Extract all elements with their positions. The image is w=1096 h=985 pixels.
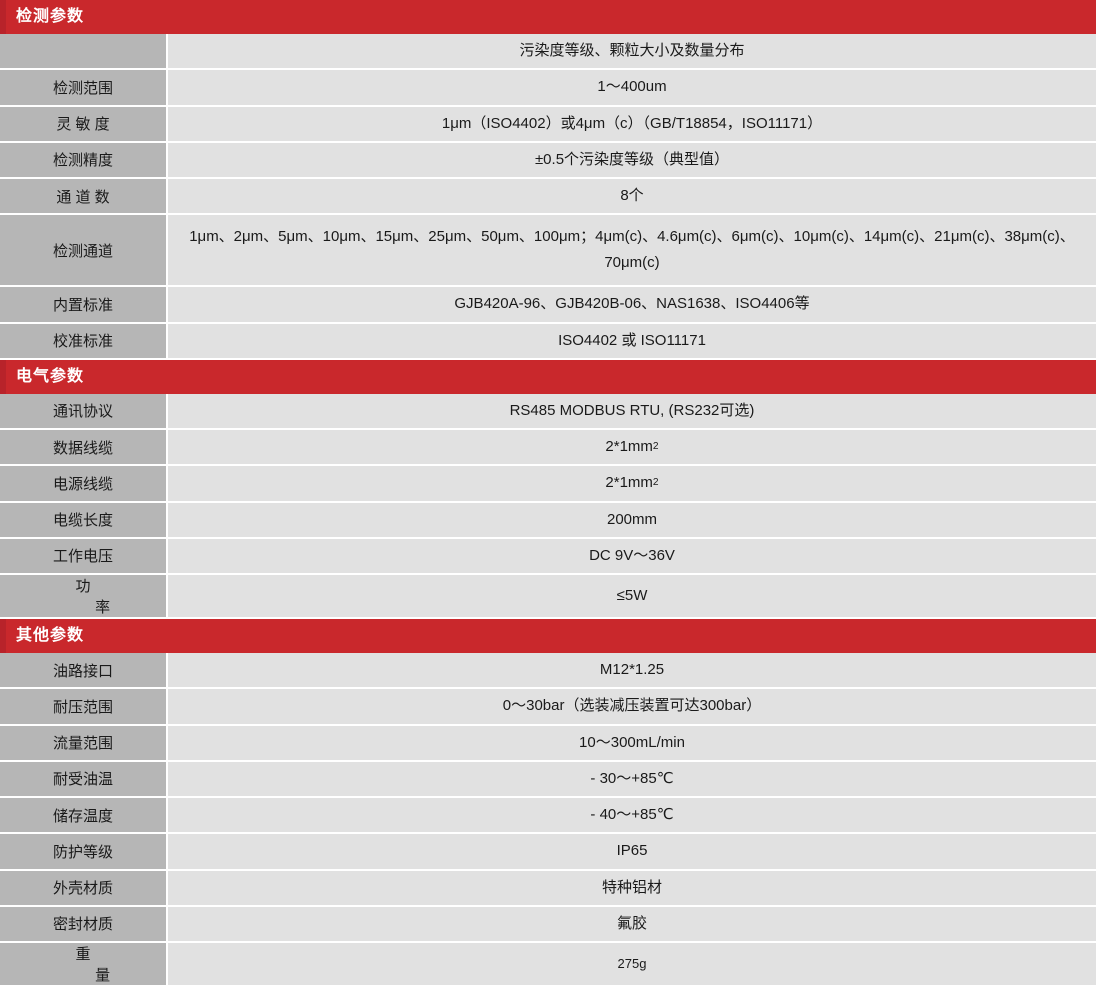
row-value: ISO4402 或 ISO11171 bbox=[168, 323, 1096, 358]
row-label: 耐压范围 bbox=[0, 689, 168, 724]
row-value: - 40～+85℃ bbox=[168, 798, 1096, 833]
row-value: 1～400um bbox=[168, 70, 1096, 105]
section-title: 其他参数 bbox=[16, 627, 85, 644]
row-value: 特种铝材 bbox=[168, 870, 1096, 905]
row-label: 储存温度 bbox=[0, 798, 168, 833]
row-label: 外壳材质 bbox=[0, 870, 168, 905]
row-label: 电缆长度 bbox=[0, 502, 168, 537]
table-row: 功 率 ≤5W bbox=[0, 575, 1096, 619]
row-label: 检测通道 bbox=[0, 215, 168, 286]
row-value: 0～30bar（选装减压装置可达300bar） bbox=[168, 689, 1096, 724]
table-row: 灵 敏 度 1μm（ISO4402）或4μm（c）（GB/T18854，ISO1… bbox=[0, 106, 1096, 143]
table-row: 数据线缆 2*1mm 2 bbox=[0, 430, 1096, 467]
table-row: 电缆长度 200mm bbox=[0, 502, 1096, 539]
table-row: 重 量 275g bbox=[0, 943, 1096, 985]
row-label: 校准标准 bbox=[0, 323, 168, 358]
table-row: 检测通道 1μm、2μm、5μm、10μm、15μm、25μm、50μm、100… bbox=[0, 215, 1096, 288]
row-value: 200mm bbox=[168, 502, 1096, 537]
section-header-electrical: 电气参数 bbox=[0, 359, 1096, 394]
table-row: 外壳材质 特种铝材 bbox=[0, 870, 1096, 907]
table-row: 通 道 数 8个 bbox=[0, 179, 1096, 216]
row-value: 1μm、2μm、5μm、10μm、15μm、25μm、50μm、100μm；4μ… bbox=[168, 215, 1096, 286]
row-value: 275g bbox=[168, 943, 1096, 985]
row-label: 通 道 数 bbox=[0, 179, 168, 214]
row-label: 功 率 bbox=[0, 575, 168, 617]
row-label: 检测精度 bbox=[0, 142, 168, 177]
row-label: 流量范围 bbox=[0, 725, 168, 760]
table-row: 内置标准 GJB420A-96、GJB420B-06、NAS1638、ISO44… bbox=[0, 287, 1096, 324]
row-value: RS485 MODBUS RTU, (RS232可选) bbox=[168, 393, 1096, 428]
table-row: 流量范围 10～300mL/min bbox=[0, 725, 1096, 762]
table-row: 油路接口 M12*1.25 bbox=[0, 653, 1096, 690]
row-label: 重 量 bbox=[0, 943, 168, 985]
row-value: 8个 bbox=[168, 179, 1096, 214]
row-value: ±0.5个污染度等级（典型值） bbox=[168, 142, 1096, 177]
table-row: 密封材质 氟胶 bbox=[0, 906, 1096, 943]
table-row: 检测范围 1～400um bbox=[0, 70, 1096, 107]
row-value: - 30～+85℃ bbox=[168, 761, 1096, 796]
table-row: 耐压范围 0～30bar（选装减压装置可达300bar） bbox=[0, 689, 1096, 726]
row-value: 2*1mm 2 bbox=[168, 466, 1096, 501]
row-value: 污染度等级、颗粒大小及数量分布 bbox=[168, 34, 1096, 69]
row-value: ≤5W bbox=[168, 575, 1096, 617]
row-label: 密封材质 bbox=[0, 906, 168, 941]
row-label: 检测范围 bbox=[0, 70, 168, 105]
table-row: 污染度等级、颗粒大小及数量分布 bbox=[0, 34, 1096, 71]
row-value: 氟胶 bbox=[168, 906, 1096, 941]
row-value: 2*1mm 2 bbox=[168, 430, 1096, 465]
row-value: 1μm（ISO4402）或4μm（c）（GB/T18854，ISO11171） bbox=[168, 106, 1096, 141]
table-row: 校准标准 ISO4402 或 ISO11171 bbox=[0, 323, 1096, 360]
row-label: 油路接口 bbox=[0, 653, 168, 688]
table-row: 防护等级 IP65 bbox=[0, 834, 1096, 871]
section-header-other: 其他参数 bbox=[0, 619, 1096, 653]
row-label: 数据线缆 bbox=[0, 430, 168, 465]
table-row: 工作电压 DC 9V～36V bbox=[0, 538, 1096, 575]
table-row: 检测精度 ±0.5个污染度等级（典型值） bbox=[0, 142, 1096, 179]
row-label: 防护等级 bbox=[0, 834, 168, 869]
section-title: 检测参数 bbox=[16, 8, 85, 25]
row-label: 电源线缆 bbox=[0, 466, 168, 501]
row-label: 通讯协议 bbox=[0, 393, 168, 428]
row-label bbox=[0, 34, 168, 69]
section-header-detection: 检测参数 bbox=[0, 0, 1096, 34]
table-row: 通讯协议 RS485 MODBUS RTU, (RS232可选) bbox=[0, 393, 1096, 430]
row-value: DC 9V～36V bbox=[168, 538, 1096, 573]
row-value: 10～300mL/min bbox=[168, 725, 1096, 760]
table-row: 耐受油温 - 30～+85℃ bbox=[0, 761, 1096, 798]
row-label: 灵 敏 度 bbox=[0, 106, 168, 141]
table-row: 电源线缆 2*1mm 2 bbox=[0, 466, 1096, 503]
row-value: IP65 bbox=[168, 834, 1096, 869]
row-value: M12*1.25 bbox=[168, 653, 1096, 688]
row-label: 耐受油温 bbox=[0, 761, 168, 796]
row-label: 内置标准 bbox=[0, 287, 168, 322]
row-value: GJB420A-96、GJB420B-06、NAS1638、ISO4406等 bbox=[168, 287, 1096, 322]
table-row: 储存温度 - 40～+85℃ bbox=[0, 798, 1096, 835]
section-title: 电气参数 bbox=[16, 367, 85, 385]
row-label: 工作电压 bbox=[0, 538, 168, 573]
